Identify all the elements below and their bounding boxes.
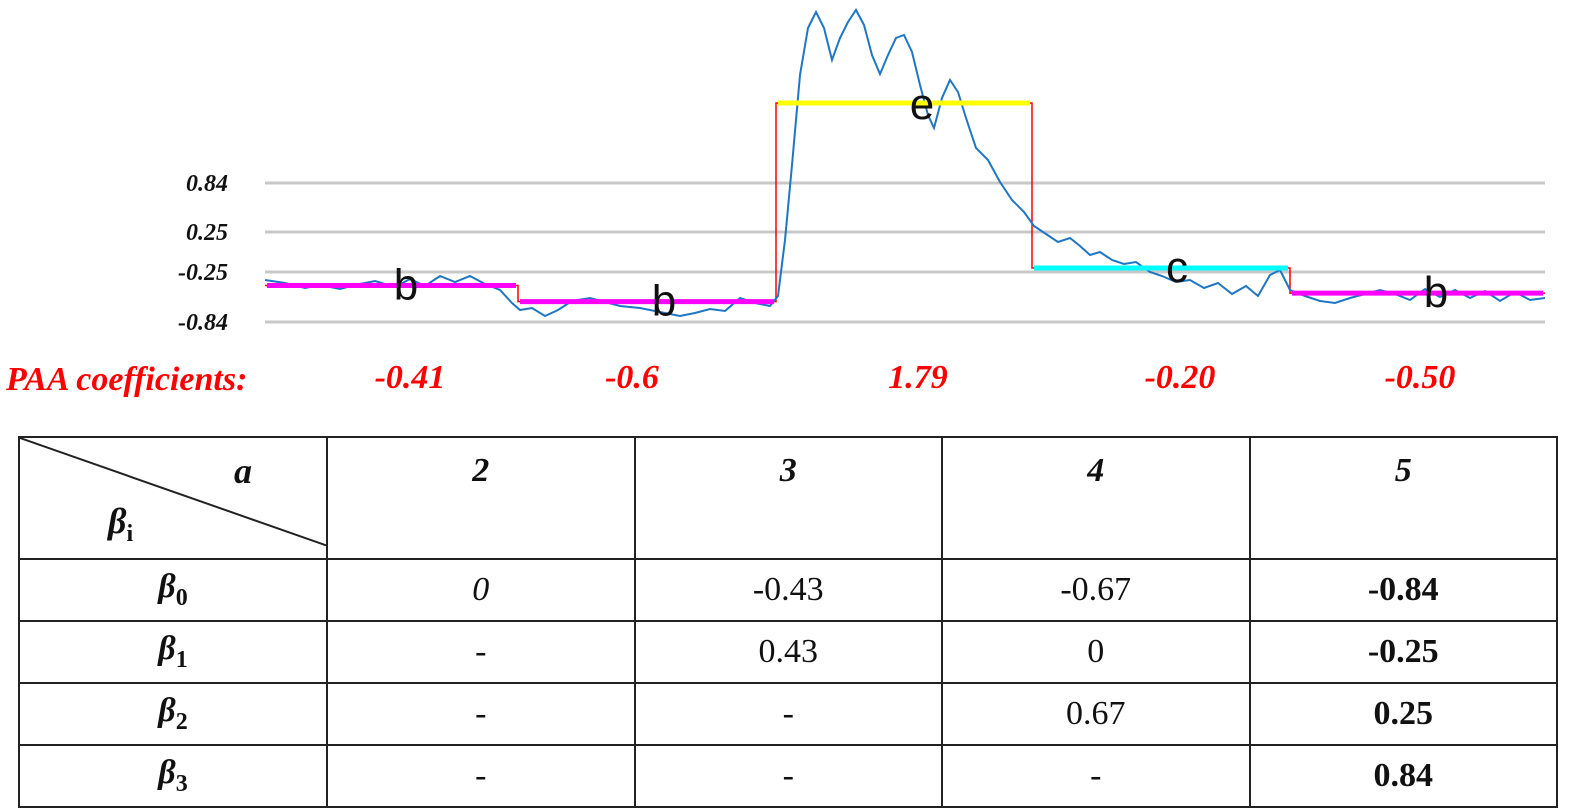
row-label-beta3: β3 bbox=[18, 744, 328, 808]
sax-symbol-label: b bbox=[394, 261, 418, 310]
breakpoint-label: βi bbox=[108, 501, 134, 548]
table-cell: -0.67 bbox=[941, 558, 1251, 622]
table-cell: - bbox=[633, 744, 943, 808]
sax-symbol-label: b bbox=[1424, 268, 1448, 317]
table-cell: 0.43 bbox=[633, 620, 943, 684]
table-corner-cell: a βi bbox=[18, 436, 328, 560]
sax-symbol-label: b bbox=[652, 277, 676, 326]
table-cell: - bbox=[326, 744, 636, 808]
y-tick-label: -0.84 bbox=[178, 310, 228, 336]
sax-symbol-label: e bbox=[910, 80, 934, 129]
paa-coefficient-value: -0.20 bbox=[1145, 359, 1216, 396]
paa-coefficient-value: 1.79 bbox=[888, 359, 948, 396]
table-header-row: a βi 2 3 4 5 bbox=[18, 436, 1558, 560]
table-cell: - bbox=[326, 682, 636, 746]
table-cell: -0.25 bbox=[1248, 620, 1558, 684]
table-cell: 0 bbox=[941, 620, 1251, 684]
table-cell: 0.84 bbox=[1248, 744, 1558, 808]
table-row: β0 0 -0.43 -0.67 -0.84 bbox=[18, 558, 1558, 622]
table-cell: 0.25 bbox=[1248, 682, 1558, 746]
y-tick-label: 0.25 bbox=[186, 220, 228, 246]
table-cell: - bbox=[326, 620, 636, 684]
time-series-line bbox=[264, 8, 1546, 318]
table-row: β2 - - 0.67 0.25 bbox=[18, 682, 1558, 746]
table-cell: - bbox=[633, 682, 943, 746]
paa-title: PAA coefficients: bbox=[5, 361, 247, 398]
table-cell: -0.43 bbox=[633, 558, 943, 622]
table-cell: -0.84 bbox=[1248, 558, 1558, 622]
row-label-beta0: β0 bbox=[18, 558, 328, 622]
y-tick-label: -0.25 bbox=[178, 260, 228, 286]
corner-diagonal bbox=[20, 438, 328, 546]
table-cell: 0.67 bbox=[941, 682, 1251, 746]
paa-coefficient-value: -0.50 bbox=[1385, 359, 1456, 396]
column-header-2: 2 bbox=[326, 436, 636, 560]
sax-chart: 0.84 0.25 -0.25 -0.84 b b e c b PAA coefficient… bbox=[5, 8, 1546, 398]
table-cell: - bbox=[941, 744, 1251, 808]
table-row: β1 - 0.43 0 -0.25 bbox=[18, 620, 1558, 684]
row-label-beta1: β1 bbox=[18, 620, 328, 684]
column-header-4: 4 bbox=[941, 436, 1251, 560]
column-header-5: 5 bbox=[1248, 436, 1558, 560]
column-header-3: 3 bbox=[633, 436, 943, 560]
table-cell: 0 bbox=[326, 558, 636, 622]
table-row: β3 - - - 0.84 bbox=[18, 744, 1558, 808]
row-label-beta2: β2 bbox=[18, 682, 328, 746]
y-tick-label: 0.84 bbox=[186, 171, 228, 197]
breakpoint-table: a βi 2 3 4 5 β0 0 -0.43 -0.67 -0.84 β1 -… bbox=[18, 436, 1558, 808]
paa-coefficient-value: -0.41 bbox=[375, 359, 446, 396]
alphabet-size-label: a bbox=[234, 451, 252, 491]
sax-symbol-label: c bbox=[1166, 243, 1188, 292]
paa-coefficient-value: -0.6 bbox=[605, 359, 659, 396]
